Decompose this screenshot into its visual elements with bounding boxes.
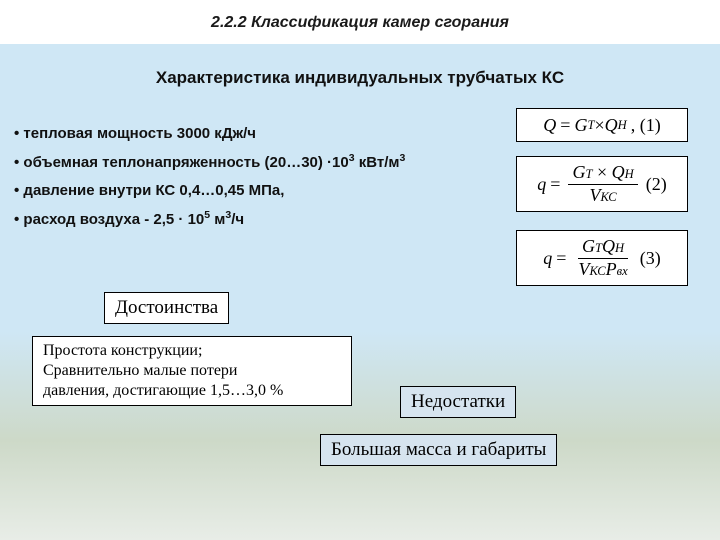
formula-var: Q bbox=[605, 115, 618, 136]
bullet-item: расход воздуха - 2,5 · 105 м3/ч bbox=[14, 206, 405, 235]
section-title: Характеристика индивидуальных трубчатых … bbox=[0, 44, 720, 88]
formula-lhs: q bbox=[537, 174, 546, 195]
equals: = bbox=[556, 248, 566, 269]
subscript: T bbox=[595, 241, 602, 255]
advantages-title-box: Достоинства bbox=[104, 292, 229, 324]
bullet-item: давление внутри КС 0,4…0,45 МПа, bbox=[14, 177, 405, 206]
numerator: GTQH bbox=[578, 236, 628, 259]
bullet-item: объемная теплонапряженность (20…30) ·10 3… bbox=[14, 149, 405, 178]
superscript: 3 bbox=[400, 152, 406, 164]
formula-lhs: Q bbox=[543, 115, 556, 136]
formula-2: q = GT × QH VКС (2) bbox=[516, 156, 688, 212]
equation-label: (2) bbox=[646, 174, 667, 195]
bullet-text: давление внутри КС 0,4…0,45 МПа, bbox=[23, 182, 284, 199]
advantages-line: давления, достигающие 1,5…3,0 % bbox=[43, 381, 341, 401]
denominator: VКСPвх bbox=[574, 259, 631, 281]
slide-page: 2.2.2 Классификация камер сгорания Харак… bbox=[0, 0, 720, 540]
subscript: T bbox=[587, 118, 594, 133]
formula-var: G bbox=[572, 162, 585, 182]
formula-var: Q bbox=[612, 162, 625, 182]
formula-var: G bbox=[582, 236, 595, 256]
bullet-text: расход воздуха - 2,5 · 10 bbox=[23, 211, 204, 228]
equals: = bbox=[560, 115, 570, 136]
subscript: H bbox=[615, 241, 624, 255]
bullet-text: кВт/м bbox=[355, 154, 400, 171]
formula-var: P bbox=[606, 259, 617, 279]
bullet-text: объемная теплонапряженность (20…30) ·10 bbox=[23, 154, 348, 171]
bullet-list: тепловая мощность 3000 кДж/ч объемная те… bbox=[14, 120, 405, 234]
formula-3: q = GTQH VКСPвх (3) bbox=[516, 230, 688, 286]
fraction: GTQH VКСPвх bbox=[574, 236, 631, 280]
advantages-line: Простота конструкции; bbox=[43, 341, 341, 361]
times: × bbox=[592, 162, 611, 182]
slide-body: Характеристика индивидуальных трубчатых … bbox=[0, 44, 720, 540]
equals: = bbox=[550, 174, 560, 195]
formula-var: Q bbox=[602, 236, 615, 256]
advantages-line: Сравнительно малые потери bbox=[43, 361, 341, 381]
disadvantages-title-box: Недостатки bbox=[400, 386, 516, 418]
formula-lhs: q bbox=[543, 248, 552, 269]
formula-1: Q = GT × QH , (1) bbox=[516, 108, 688, 142]
times: × bbox=[594, 115, 604, 136]
equation-label: , (1) bbox=[631, 115, 661, 136]
subscript: КС bbox=[589, 264, 605, 278]
bullet-text: /ч bbox=[231, 211, 244, 228]
subscript: H bbox=[625, 167, 634, 181]
page-heading: 2.2.2 Классификация камер сгорания bbox=[0, 0, 720, 38]
bullet-text: м bbox=[210, 211, 225, 228]
advantages-body-box: Простота конструкции; Сравнительно малые… bbox=[32, 336, 352, 406]
formula-var: V bbox=[589, 185, 600, 205]
equation-label: (3) bbox=[640, 248, 661, 269]
bullet-text: тепловая мощность 3000 кДж/ч bbox=[23, 125, 256, 142]
formula-var: G bbox=[574, 115, 587, 136]
fraction: GT × QH VКС bbox=[568, 162, 637, 206]
numerator: GT × QH bbox=[568, 162, 637, 185]
denominator: VКС bbox=[585, 185, 620, 207]
subscript: вх bbox=[617, 264, 628, 278]
bullet-item: тепловая мощность 3000 кДж/ч bbox=[14, 120, 405, 149]
formula-var: V bbox=[578, 259, 589, 279]
subscript: КС bbox=[600, 190, 616, 204]
subscript: H bbox=[618, 118, 627, 133]
disadvantages-body-box: Большая масса и габариты bbox=[320, 434, 557, 466]
